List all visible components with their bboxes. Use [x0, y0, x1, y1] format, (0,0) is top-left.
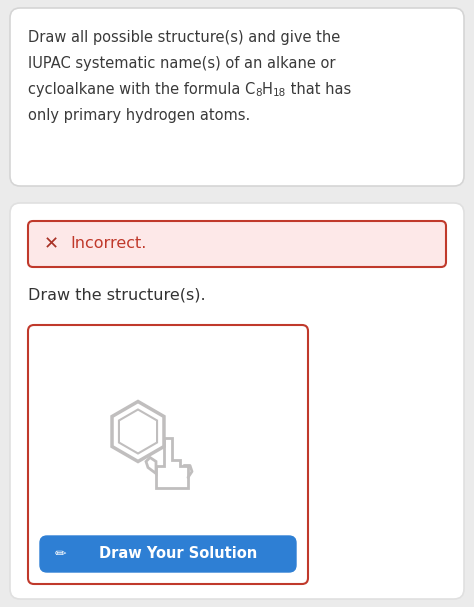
Text: that has: that has: [286, 82, 351, 97]
Text: ✕: ✕: [44, 235, 59, 253]
Text: cycloalkane with the formula C: cycloalkane with the formula C: [28, 82, 255, 97]
Text: Draw Your Solution: Draw Your Solution: [99, 546, 257, 561]
Text: 8: 8: [255, 88, 262, 98]
Text: H: H: [262, 82, 273, 97]
FancyBboxPatch shape: [28, 325, 308, 584]
Text: Draw the structure(s).: Draw the structure(s).: [28, 287, 206, 302]
Text: IUPAC systematic name(s) of an alkane or: IUPAC systematic name(s) of an alkane or: [28, 56, 336, 71]
FancyBboxPatch shape: [40, 536, 296, 572]
FancyBboxPatch shape: [10, 203, 464, 599]
FancyBboxPatch shape: [28, 221, 446, 267]
Text: Incorrect.: Incorrect.: [70, 237, 146, 251]
Text: 18: 18: [273, 88, 286, 98]
Text: ✏: ✏: [54, 547, 66, 561]
FancyBboxPatch shape: [10, 8, 464, 186]
Text: Draw all possible structure(s) and give the: Draw all possible structure(s) and give …: [28, 30, 340, 45]
Text: only primary hydrogen atoms.: only primary hydrogen atoms.: [28, 108, 250, 123]
